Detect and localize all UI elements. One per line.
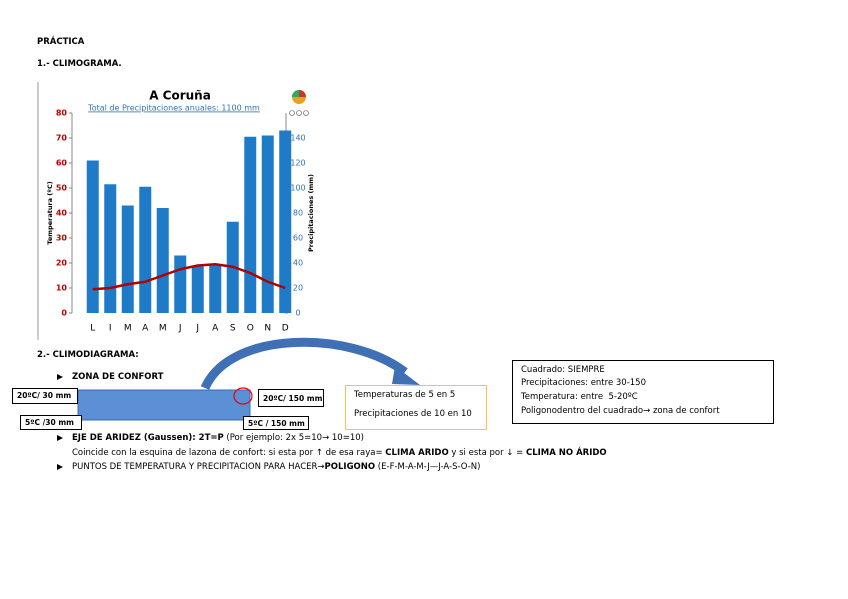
bar (279, 130, 292, 313)
note-line: Temperaturas de 5 en 5 (354, 390, 456, 400)
bullet-text: ZONA DE CONFORT (72, 372, 164, 382)
curved-arrow (200, 337, 408, 391)
x-tick-label: L (90, 324, 95, 334)
x-tick-label: M (159, 324, 167, 334)
y-axis-title: Temperatura (ºC) (46, 181, 54, 244)
arrow-head (392, 366, 420, 385)
y2-tick-label: 20 (293, 284, 303, 293)
chart-subtitle: Total de Precipitaciones anuales: 1100 m… (87, 104, 260, 113)
y-tick-label: 0 (61, 309, 67, 318)
text: (Por ejemplo: 2x 5=10→ 10=10) (223, 433, 364, 443)
bullet-text: EJE DE ARIDEZ (Gaussen): 2T=P (Por ejemp… (72, 433, 364, 443)
x-tick-label: S (230, 324, 236, 334)
rule-line: Poligonodentro del cuadrado→ zona de con… (521, 406, 720, 416)
note-text: Coincide con la esquina de lazona de con… (72, 448, 607, 458)
bar (244, 136, 257, 313)
corner-label: 20ºC/ 30 mm (12, 388, 78, 404)
bold-text: EJE DE ARIDEZ (Gaussen): 2T=P (72, 433, 224, 443)
x-tick-label: A (142, 324, 149, 334)
highlight-circle (233, 387, 253, 405)
y2-axis-title: Precipitaciones (mm) (307, 174, 315, 252)
bar (156, 208, 169, 313)
y-tick-label: 70 (56, 134, 68, 143)
bar (121, 205, 134, 313)
bar (261, 135, 274, 313)
x-tick-label: J (195, 324, 199, 334)
bold-text: CLIMA ARIDO (385, 448, 449, 458)
rule-line: Precipitaciones: entre 30-150 (521, 378, 646, 388)
section-title: 2.- CLIMODIAGRAMA: (37, 350, 139, 360)
x-tick-label: A (212, 324, 219, 334)
x-tick-label: O (247, 324, 254, 334)
bar (104, 184, 117, 313)
bar (174, 255, 187, 313)
y-tick-label: 50 (56, 184, 68, 193)
y2-tick-label: 80 (293, 209, 303, 218)
chart-title: A Coruña (149, 89, 211, 103)
y2-tick-label: 120 (290, 159, 305, 168)
rule-line: Temperatura: entre 5-20ºC (521, 392, 638, 402)
x-tick-label: I (109, 324, 112, 334)
rules-box: Cuadrado: SIEMPRE Precipitaciones: entre… (512, 360, 774, 424)
comfort-zone (77, 389, 251, 421)
text: PUNTOS DE TEMPERATURA Y PRECIPITACION PA… (72, 462, 325, 472)
x-tick-label: N (264, 324, 271, 334)
text: (E-F-M-A-M-J—J-A-S-O-N) (375, 462, 481, 472)
corner-label: 5ºC /30 mm (20, 415, 82, 430)
heading: PRÁCTICA (37, 37, 85, 47)
x-tick-label: M (124, 324, 132, 334)
bold-text: CLIMA NO ÁRIDO (525, 448, 607, 458)
bar (86, 160, 99, 313)
y2-tick-label: 100 (290, 184, 305, 193)
y-tick-label: 80 (56, 109, 68, 118)
y-tick-label: 20 (56, 259, 68, 268)
rule-line: Cuadrado: SIEMPRE (521, 365, 605, 375)
text: y si esta por ↓ = (448, 448, 526, 458)
line (92, 263, 286, 291)
bar (139, 186, 152, 313)
corner-label: 20ºC/ 150 mm (258, 389, 324, 407)
y-tick-label: 10 (56, 284, 68, 293)
x-tick-label: J (178, 324, 182, 334)
corner-label: 5ºC / 150 mm (243, 416, 309, 430)
x-tick-label: D (282, 324, 289, 334)
y2-tick-label: 40 (293, 259, 303, 268)
bold-text: POLIGONO (324, 462, 376, 472)
section-title: 1.- CLIMOGRAMA. (37, 59, 122, 69)
scale-note: Temperaturas de 5 en 5 Precipitaciones d… (345, 385, 487, 430)
bar (191, 265, 204, 313)
y2-tick-label: 140 (290, 134, 305, 143)
bullet-text: PUNTOS DE TEMPERATURA Y PRECIPITACION PA… (72, 462, 480, 472)
y-tick-label: 30 (56, 234, 68, 243)
y-tick-label: 60 (56, 159, 68, 168)
logo (289, 90, 309, 116)
y2-tick-label: 0 (295, 309, 300, 318)
y2-tick-label: 60 (293, 234, 303, 243)
note-line: Precipitaciones de 10 en 10 (354, 409, 472, 419)
text: Coincide con la esquina de lazona de con… (72, 448, 386, 458)
y-tick-label: 40 (56, 209, 68, 218)
bar (209, 265, 222, 313)
